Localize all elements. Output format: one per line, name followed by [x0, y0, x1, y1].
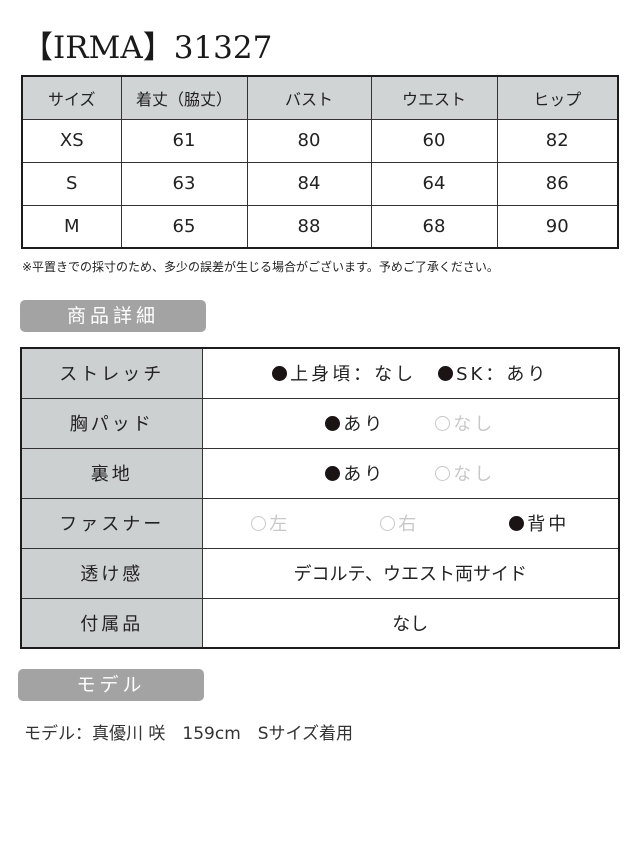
model-info: モデル：真優川 咲 159cm Sサイズ着用: [24, 724, 354, 744]
size-table: サイズ 着丈（脇丈） バスト ウエスト ヒップ XS 61 80 60 82 S 63 84…: [21, 75, 619, 249]
header-cell: ウエスト: [370, 75, 498, 120]
value-cell: 88: [246, 204, 372, 249]
header-cell: サイズ: [21, 75, 122, 120]
option: 右: [380, 510, 419, 536]
measurement-note: ※平置きでの採寸のため、多少の誤差が生じる場合がございます。予めご了承ください。: [22, 260, 499, 274]
value-cell: 84: [246, 161, 372, 206]
detail-key: ファスナー: [20, 497, 203, 549]
header-cell: 着丈（脇丈）: [120, 75, 248, 120]
empty-circle-icon: [435, 415, 451, 431]
filled-circle-icon: [509, 515, 525, 531]
value-cell: 80: [246, 118, 372, 163]
option: なし: [435, 460, 495, 486]
empty-circle-icon: [251, 515, 267, 531]
filled-circle-icon: [325, 465, 341, 481]
detail-value: デコルテ、ウエスト両サイド: [201, 547, 620, 599]
detail-row-lining: 裏地 あり なし: [20, 447, 620, 499]
option: あり: [325, 410, 385, 436]
details-table: ストレッチ 上身頃：なし SK：あり 胸パッド あり なし 裏地 あり なし フ…: [20, 347, 620, 649]
detail-key: 裏地: [20, 447, 203, 499]
filled-circle-icon: [325, 415, 341, 431]
option: SK：あり: [438, 360, 548, 386]
filled-circle-icon: [438, 365, 454, 381]
option: 上身頃：なし: [272, 360, 416, 386]
value-cell: 86: [496, 161, 619, 206]
value-cell: 61: [120, 118, 248, 163]
option-text: 左: [269, 514, 291, 535]
detail-value: なし: [201, 597, 620, 649]
option-text: 右: [398, 514, 420, 535]
detail-row-accessories: 付属品 なし: [20, 597, 620, 649]
header-cell: ヒップ: [496, 75, 619, 120]
detail-row-bust-pad: 胸パッド あり なし: [20, 397, 620, 449]
size-cell: XS: [21, 118, 122, 163]
option-text: 背中: [527, 514, 570, 535]
table-row: S 63 84 64 86: [21, 161, 619, 206]
detail-row-stretch: ストレッチ 上身頃：なし SK：あり: [20, 347, 620, 399]
detail-row-sheerness: 透け感 デコルテ、ウエスト両サイド: [20, 547, 620, 599]
value-cell: 60: [370, 118, 498, 163]
option-text: あり: [343, 464, 386, 485]
product-title: 【IRMA】31327: [22, 30, 273, 66]
empty-circle-icon: [380, 515, 396, 531]
value-cell: 90: [496, 204, 619, 249]
option-text: なし: [453, 414, 496, 435]
value-cell: 65: [120, 204, 248, 249]
option-text: 上身頃：なし: [290, 364, 417, 386]
model-section-label: モデル: [18, 669, 204, 701]
table-row: M 65 88 68 90: [21, 204, 619, 249]
option: なし: [435, 410, 495, 436]
details-section-label: 商品詳細: [20, 300, 206, 332]
option: あり: [325, 460, 385, 486]
option: 背中: [509, 510, 569, 536]
empty-circle-icon: [435, 465, 451, 481]
value-cell: 68: [370, 204, 498, 249]
option: 左: [251, 510, 290, 536]
detail-row-zipper: ファスナー 左 右 背中: [20, 497, 620, 549]
value-cell: 82: [496, 118, 619, 163]
table-row: XS 61 80 60 82: [21, 118, 619, 163]
detail-key: 付属品: [20, 597, 203, 649]
detail-key: 透け感: [20, 547, 203, 599]
value-cell: 63: [120, 161, 248, 206]
size-table-header: サイズ 着丈（脇丈） バスト ウエスト ヒップ: [21, 75, 619, 120]
option-text: なし: [453, 464, 496, 485]
header-cell: バスト: [246, 75, 372, 120]
size-cell: S: [21, 161, 122, 206]
size-cell: M: [21, 204, 122, 249]
detail-key: ストレッチ: [20, 347, 203, 399]
option-text: SK：あり: [456, 364, 549, 386]
option-text: あり: [343, 414, 386, 435]
detail-key: 胸パッド: [20, 397, 203, 449]
value-cell: 64: [370, 161, 498, 206]
filled-circle-icon: [272, 365, 288, 381]
